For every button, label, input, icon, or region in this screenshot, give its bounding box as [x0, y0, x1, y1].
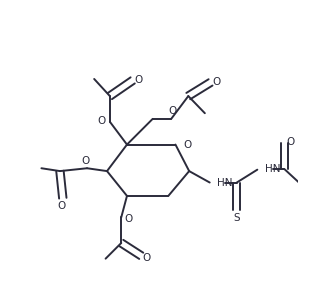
Text: O: O	[98, 115, 106, 126]
Text: O: O	[125, 214, 133, 224]
Text: HN: HN	[265, 164, 280, 174]
Text: O: O	[58, 201, 66, 211]
Text: O: O	[143, 253, 151, 263]
Text: O: O	[81, 156, 90, 166]
Text: O: O	[183, 140, 192, 149]
Text: O: O	[286, 137, 295, 147]
Text: S: S	[234, 213, 240, 223]
Text: O: O	[135, 75, 143, 85]
Text: HN: HN	[217, 178, 233, 188]
Text: O: O	[168, 107, 176, 116]
Text: O: O	[213, 77, 221, 87]
